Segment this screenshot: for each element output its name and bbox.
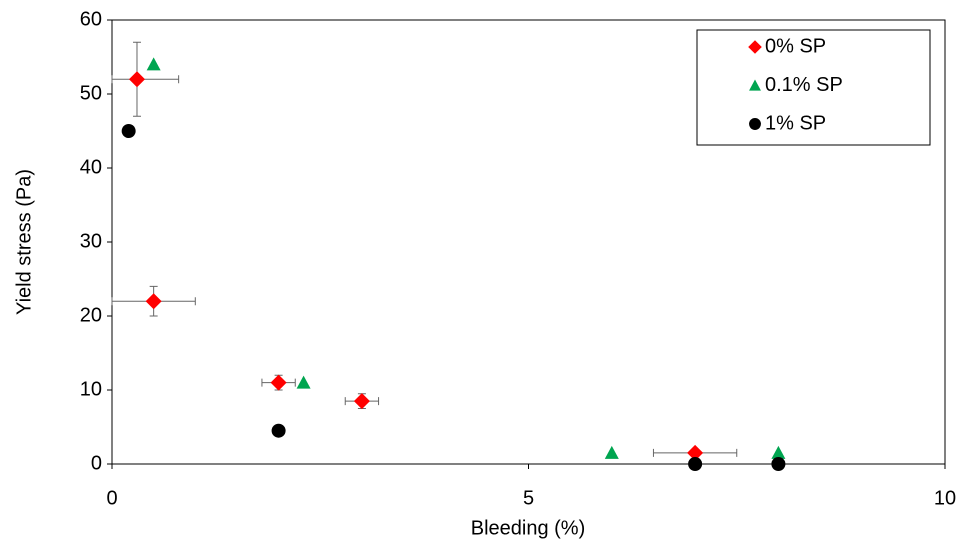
- legend-label: 0% SP: [765, 35, 826, 57]
- legend-marker: [749, 118, 761, 130]
- data-point: [121, 124, 136, 138]
- data-point: [270, 374, 287, 391]
- data-point: [128, 71, 145, 88]
- data-point: [771, 457, 786, 471]
- x-axis-label: Bleeding (%): [471, 517, 586, 539]
- legend-marker: [749, 79, 761, 91]
- x-tick-label: 10: [934, 487, 956, 509]
- data-point: [604, 445, 619, 459]
- data-point: [271, 423, 286, 438]
- data-point: [145, 293, 162, 310]
- data-point: [687, 444, 704, 461]
- y-tick-label: 60: [80, 8, 102, 30]
- legend-label: 0.1% SP: [765, 74, 843, 96]
- data-point: [296, 375, 311, 389]
- y-tick-label: 10: [80, 378, 102, 400]
- legend-box: [696, 29, 931, 146]
- legend-label: 1% SP: [765, 112, 826, 134]
- data-point: [771, 445, 786, 459]
- y-axis-label: Yield stress (Pa): [13, 169, 35, 315]
- y-tick-label: 30: [80, 230, 102, 252]
- y-tick-label: 20: [80, 304, 102, 326]
- data-point: [688, 457, 703, 471]
- x-tick-label: 5: [523, 487, 534, 509]
- y-tick-label: 0: [91, 452, 102, 474]
- y-tick-label: 40: [80, 156, 102, 178]
- data-point: [146, 57, 161, 71]
- y-tick-label: 50: [80, 82, 102, 104]
- data-point: [353, 393, 370, 410]
- x-error-bar: [111, 75, 180, 84]
- x-tick-label: 0: [106, 487, 117, 509]
